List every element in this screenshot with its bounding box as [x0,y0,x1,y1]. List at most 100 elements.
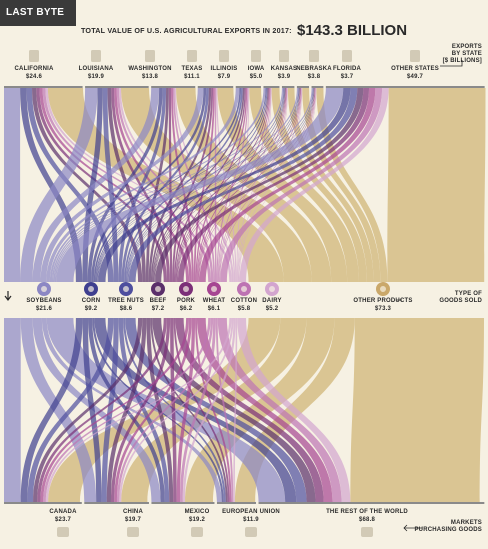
flow-good-to-market [152,318,316,502]
flow-good-to-market [350,318,484,502]
flow-state-to-good [154,88,315,282]
flow-state-to-good [173,88,246,282]
goods-label-name: WHEAT [202,298,226,304]
goods-label-value: $6.1 [207,305,221,312]
goods-label-name: TREE NUTS [108,298,144,304]
eu-flag-icon [245,527,257,537]
market-node [84,502,149,504]
market-label-value: $23.7 [54,516,72,523]
state-label: NEBRASKA $3.8 [296,66,332,81]
flow-good-to-market [196,318,333,502]
louisiana-icon [91,50,101,62]
flow-state-to-good [237,88,272,282]
state-label-name: ILLINOIS [210,66,238,72]
state-node [85,86,149,88]
flow-state-to-good [152,88,269,282]
state-label: WASHINGTON $13.8 [128,66,171,81]
california-icon [29,50,39,62]
flow-good-to-market [182,318,236,502]
market-label-value: $19.7 [124,516,141,523]
flow-state-to-good [155,88,364,282]
flow-state-to-good [171,88,194,282]
state-node [235,86,261,88]
state-node [325,86,485,88]
state-label: FLORIDA $3.7 [333,66,361,81]
flow-good-to-market [176,318,196,502]
flow-good-to-market [237,318,351,502]
state-label: CALIFORNIA $24.6 [15,66,54,81]
goods-label-value: $5.2 [265,305,279,312]
state-node [263,86,280,88]
state-label-value: $3.8 [307,73,321,80]
goods-label-name: CORN [81,298,101,304]
market-node [4,502,82,504]
flow-state-to-good [20,88,83,282]
state-node [281,86,295,88]
flow-state-to-good [219,88,316,282]
flow-state-to-good [128,88,358,282]
flow-state-to-good [238,88,303,282]
flow-state-to-good [302,88,381,282]
flow-good-to-market [146,318,174,502]
corn-icon [84,282,98,296]
market-label-value: $11.9 [243,516,259,523]
flow-state-to-good [239,88,389,282]
flow-state-to-good [176,88,301,282]
state-label-name: FLORIDA [332,66,362,72]
state-label-value: $7.9 [217,73,231,80]
cactus-icon [191,527,203,537]
flow-good-to-market [41,318,222,502]
usa-map-icon [410,50,420,62]
flow-state-to-good [96,88,285,282]
flow-good-to-market [37,318,167,502]
state-label: LOUISIANA $19.9 [79,66,114,81]
chart-title: TOTAL VALUE OF U.S. AGRICULTURAL EXPORTS… [0,22,488,39]
state-label: IOWA $5.0 [248,66,265,81]
flow-state-to-good [196,88,271,282]
goods-label-name: BEEF [149,298,167,304]
state-label: KANSAS $3.9 [271,66,298,81]
flow-state-to-good [387,88,486,282]
side-line: GOODS SOLD [439,298,482,304]
nebraska-icon [309,50,319,62]
goods-label: OTHER PRODUCTS $73.3 [353,298,412,313]
flow-state-to-good [237,88,288,282]
flow-good-to-market [45,318,232,502]
goods-label: PORK $6.2 [177,298,195,313]
goods-label-value: $21.6 [35,305,52,312]
title-total: $143.3 BILLION [296,22,408,39]
goods-label-name: PORK [176,298,196,304]
side-line: [$ BILLIONS] [442,58,482,64]
state-node [311,86,324,88]
flow-state-to-good [54,88,313,282]
flow-state-to-good [199,88,376,282]
flow-good-to-market [175,318,324,502]
flow-good-to-market [32,318,161,502]
goods-label-value: $6.2 [179,305,193,312]
flow-state-to-good [238,88,317,282]
market-node [151,502,215,504]
flow-state-to-good [39,88,190,282]
flow-state-to-good [53,88,299,282]
market-label-value: $68.8 [358,516,375,523]
goods-label-name: COTTON [230,298,258,304]
market-label-name: THE REST OF THE WORLD [326,509,408,515]
flow-good-to-market [180,318,216,502]
flow-state-to-good [91,88,207,282]
goods-label-name: DAIRY [262,298,282,304]
washington-icon [145,50,155,62]
flow-good-to-market [82,318,102,502]
flow-state-to-good [316,88,388,282]
title-text: TOTAL VALUE OF U.S. AGRICULTURAL EXPORTS… [80,26,292,35]
state-node [4,86,83,88]
flow-state-to-good [49,88,266,282]
states-side-label: EXPORTS BY STATE [$ BILLIONS] [400,44,482,65]
state-label-value: $3.9 [277,73,291,80]
flow-state-to-good [287,88,374,282]
markets-callout-arrow-icon [403,524,422,532]
side-line: EXPORTS [451,44,482,50]
flow-state-to-good [45,88,232,282]
state-label-value: $49.7 [406,73,424,80]
flow-state-to-good [98,88,351,282]
goods-label-value: $5.8 [237,305,251,312]
